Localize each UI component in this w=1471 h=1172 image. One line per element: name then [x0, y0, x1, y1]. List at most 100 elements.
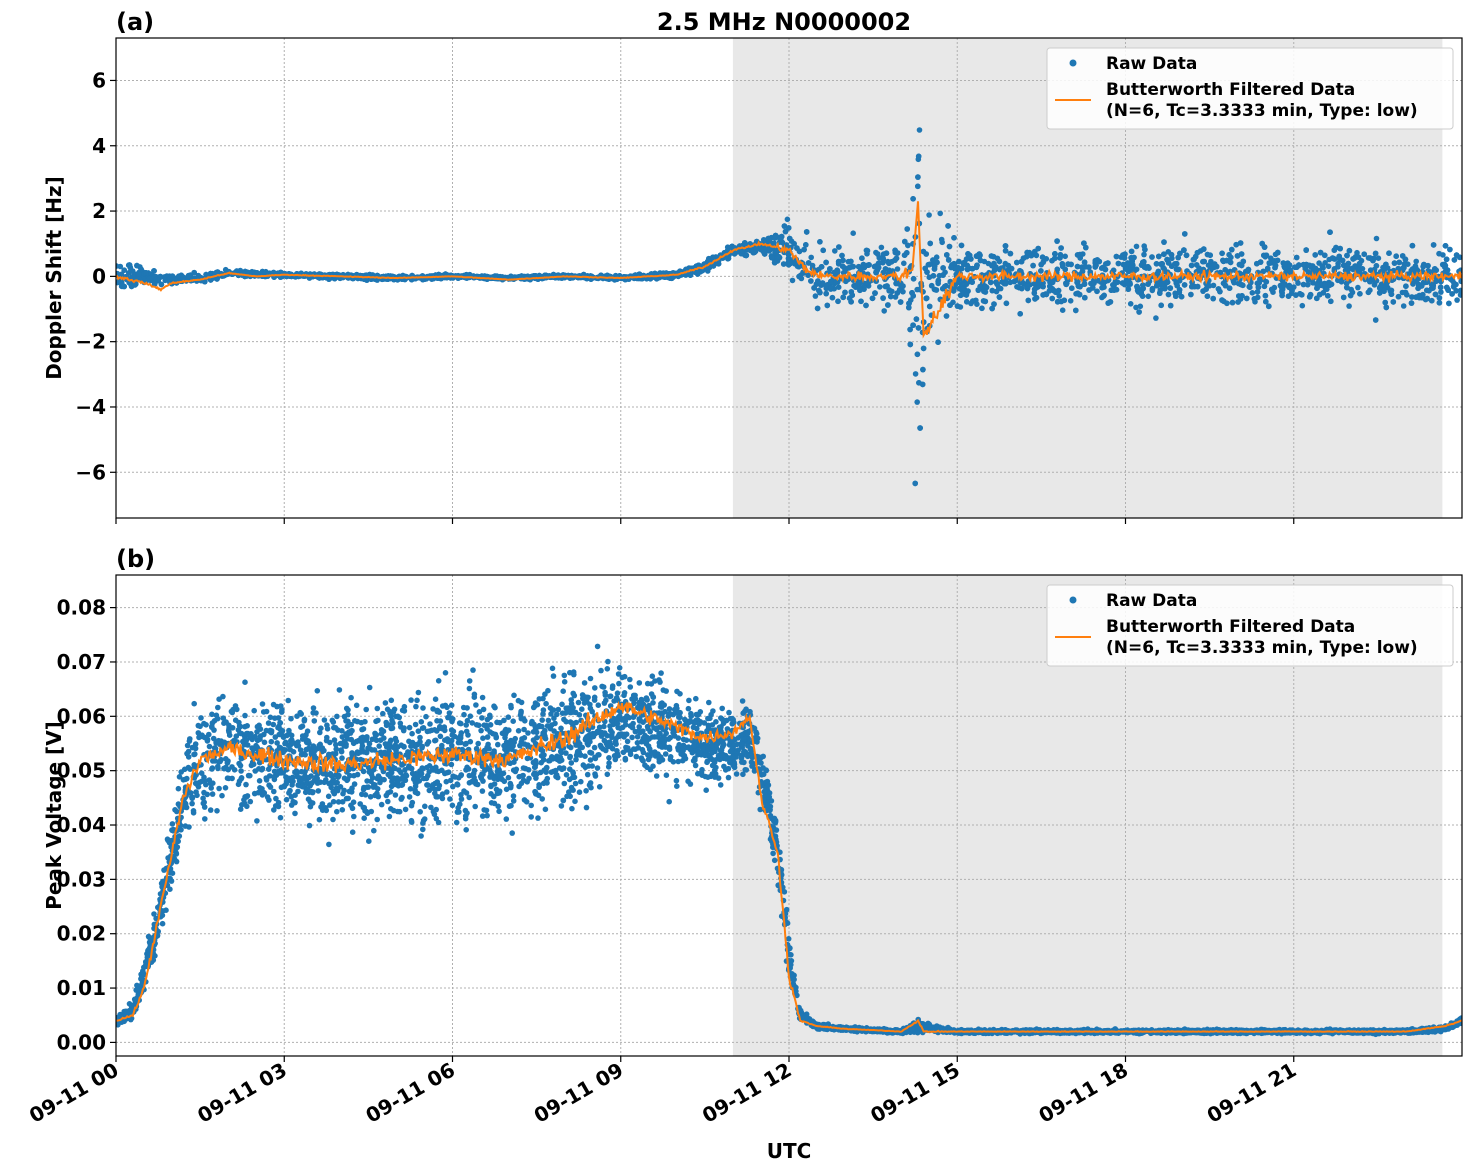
- raw-data-point: [1249, 290, 1256, 296]
- raw-data-point: [1030, 262, 1036, 269]
- raw-data-point: [1162, 285, 1168, 292]
- raw-data-point: [991, 301, 997, 307]
- raw-data-point: [902, 238, 908, 245]
- raw-data-point: [1244, 295, 1250, 302]
- raw-data-point: [1059, 307, 1066, 314]
- raw-data-point: [951, 235, 957, 241]
- raw-data-point: [935, 339, 941, 346]
- raw-data-point: [1141, 251, 1147, 258]
- raw-data-point: [913, 316, 920, 322]
- raw-data-point: [909, 290, 915, 296]
- raw-data-point: [857, 285, 863, 292]
- raw-data-point: [1007, 279, 1014, 286]
- raw-data-point: [917, 425, 923, 431]
- raw-data-point: [784, 216, 791, 223]
- raw-data-point: [989, 262, 995, 269]
- raw-data-point: [1049, 295, 1055, 302]
- raw-data-point: [1395, 293, 1402, 300]
- raw-data-point: [1451, 257, 1458, 263]
- raw-data-point: [946, 243, 953, 250]
- raw-data-point: [1236, 293, 1242, 299]
- raw-data-point: [888, 293, 894, 300]
- raw-data-point: [1229, 246, 1235, 253]
- raw-data-point: [1372, 250, 1379, 257]
- raw-data-point: [912, 480, 918, 487]
- raw-data-point: [859, 255, 865, 261]
- raw-data-point: [121, 267, 127, 274]
- raw-data-point: [945, 223, 951, 229]
- raw-data-point: [1355, 254, 1362, 260]
- raw-data-point: [1457, 287, 1462, 294]
- raw-data-point: [940, 285, 946, 292]
- raw-data-point: [1121, 255, 1128, 261]
- raw-data-point: [808, 254, 814, 261]
- raw-data-point: [1269, 286, 1275, 293]
- raw-data-point: [916, 127, 923, 133]
- raw-data-point: [858, 298, 864, 305]
- raw-data-point: [1189, 283, 1195, 290]
- raw-data-point: [1254, 289, 1261, 295]
- raw-data-point: [1161, 266, 1167, 272]
- raw-data-point: [955, 265, 962, 271]
- raw-data-point: [1018, 258, 1025, 265]
- raw-data-point: [1014, 259, 1020, 266]
- raw-data-point: [1238, 281, 1244, 288]
- raw-data-point: [970, 298, 976, 304]
- raw-data-point: [1153, 315, 1159, 321]
- raw-data-point: [1223, 257, 1230, 264]
- raw-data-point: [1169, 263, 1175, 270]
- raw-data-point: [1255, 284, 1262, 291]
- raw-data-point: [924, 269, 930, 275]
- raw-data-point: [1226, 285, 1233, 292]
- raw-data-point: [1396, 259, 1402, 266]
- raw-data-point: [1306, 262, 1313, 269]
- raw-data-point: [940, 272, 946, 278]
- raw-data-point: [1081, 259, 1088, 266]
- raw-data-point: [151, 268, 157, 274]
- raw-data-point: [1182, 231, 1188, 237]
- raw-data-point: [808, 278, 814, 284]
- raw-data-point: [1092, 257, 1099, 264]
- raw-data-point: [1081, 240, 1087, 246]
- raw-data-point: [1346, 247, 1353, 254]
- raw-data-point: [1113, 253, 1120, 260]
- raw-data-point: [1086, 287, 1092, 293]
- raw-data-point: [926, 274, 933, 281]
- raw-data-point: [915, 153, 922, 160]
- raw-data-point: [914, 351, 921, 358]
- raw-data-point: [1137, 303, 1144, 310]
- raw-data-point: [1201, 246, 1207, 252]
- raw-data-point: [915, 325, 922, 331]
- raw-data-point: [758, 246, 764, 253]
- raw-data-point: [1328, 298, 1334, 305]
- raw-data-point: [1279, 292, 1285, 299]
- raw-data-point: [1073, 307, 1079, 314]
- raw-data-point: [1436, 250, 1442, 257]
- raw-data-point: [781, 223, 788, 229]
- raw-data-point: [1265, 303, 1272, 310]
- raw-data-point: [1317, 249, 1324, 256]
- raw-data-point: [1376, 290, 1383, 296]
- raw-data-point: [1002, 248, 1009, 254]
- raw-data-point: [866, 262, 872, 268]
- raw-data-point: [1453, 288, 1459, 294]
- raw-data-point: [817, 239, 823, 245]
- raw-data-point: [1322, 281, 1328, 288]
- raw-data-point: [1158, 302, 1164, 309]
- raw-data-point: [1275, 249, 1281, 256]
- raw-data-point: [1433, 278, 1439, 285]
- raw-data-point: [1254, 260, 1260, 267]
- raw-data-point: [1263, 279, 1270, 285]
- raw-data-point: [892, 257, 898, 263]
- raw-data-point: [1297, 291, 1303, 297]
- raw-data-point: [1077, 255, 1083, 261]
- raw-data-point: [886, 260, 892, 267]
- raw-data-point: [1035, 245, 1041, 252]
- raw-data-point: [1346, 303, 1352, 309]
- raw-data-point: [1322, 252, 1328, 259]
- raw-data-point: [920, 366, 926, 373]
- raw-data-point: [943, 313, 950, 319]
- raw-data-point: [823, 290, 829, 297]
- raw-data-point: [794, 245, 800, 251]
- raw-data-point: [805, 260, 812, 266]
